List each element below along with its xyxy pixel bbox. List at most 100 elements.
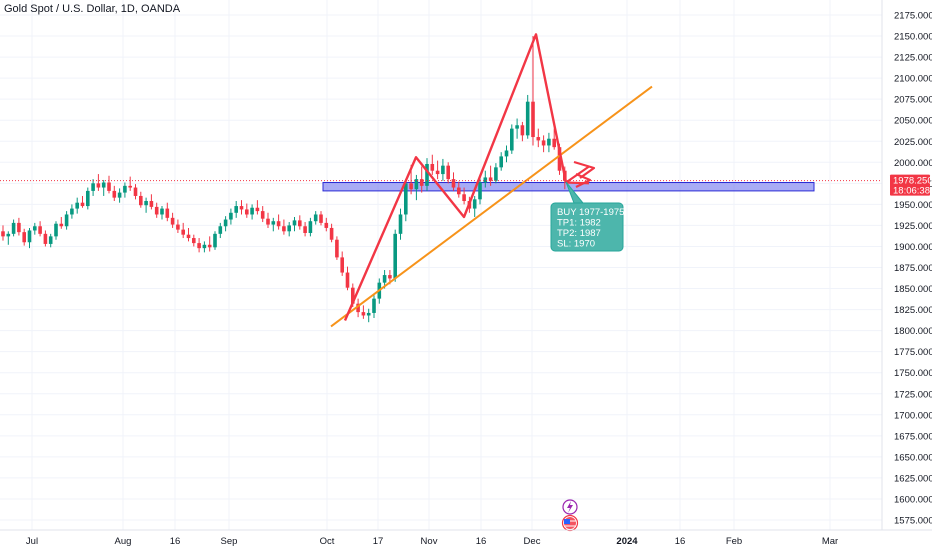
price-axis-label: 2150.000 <box>894 32 932 43</box>
candle <box>393 229 397 282</box>
time-axis-label: Dec <box>524 536 541 547</box>
candle <box>525 94 530 139</box>
price-axis-label: 1675.000 <box>894 431 932 442</box>
price-axis-label: 2125.000 <box>894 53 932 64</box>
candle <box>176 219 180 233</box>
candle <box>255 200 260 215</box>
candle <box>170 212 175 228</box>
candle <box>425 158 429 191</box>
candle <box>446 162 450 184</box>
candle <box>160 206 164 220</box>
candle <box>282 219 286 235</box>
candle <box>223 216 228 232</box>
candle <box>1 225 5 241</box>
candle <box>430 154 435 175</box>
countdown-label: 18:06:38 <box>893 186 930 197</box>
price-axis-label: 2050.000 <box>894 116 932 127</box>
time-axis-label: 16 <box>675 536 686 547</box>
candle <box>531 36 535 146</box>
candle <box>133 184 138 200</box>
price-axis-label: 2100.000 <box>894 74 932 85</box>
time-axis-label: Mar <box>822 536 838 547</box>
candle <box>457 181 461 198</box>
candle <box>128 176 132 191</box>
candle <box>510 124 514 154</box>
callout-line: SL: 1970 <box>557 239 595 250</box>
price-axis-label: 2175.000 <box>894 11 932 22</box>
candle <box>541 135 546 153</box>
price-axis-label: 1800.000 <box>894 326 932 337</box>
candle <box>366 308 371 323</box>
candle <box>488 165 493 186</box>
candle <box>91 179 95 196</box>
price-axis-label: 1600.000 <box>894 494 932 505</box>
last-price-label: 1978.250 <box>893 176 932 187</box>
candle <box>271 217 276 232</box>
time-axis-label: Sep <box>221 536 238 547</box>
candle <box>335 236 339 260</box>
candle <box>451 172 456 191</box>
candle <box>33 222 37 235</box>
candle <box>552 128 556 150</box>
price-axis-label: 1875.000 <box>894 263 932 274</box>
candle <box>435 160 440 180</box>
price-axis-label: 1625.000 <box>894 473 932 484</box>
candle <box>59 217 64 229</box>
projection-arrow[interactable] <box>565 160 596 188</box>
candle <box>70 204 74 219</box>
price-axis-label: 1750.000 <box>894 368 932 379</box>
price-axis-label: 1775.000 <box>894 347 932 358</box>
candle <box>419 166 424 193</box>
candle <box>229 208 233 225</box>
time-axis-label: Oct <box>320 536 335 547</box>
candle <box>186 227 191 242</box>
candle <box>478 177 482 205</box>
candle <box>86 187 90 210</box>
callout-line: BUY 1977-1975 <box>557 207 624 218</box>
us-flag-icon[interactable] <box>561 514 579 532</box>
price-axis-label: 1700.000 <box>894 410 932 421</box>
symbol-title[interactable]: Gold Spot / U.S. Dollar, 1D, OANDA <box>4 3 181 15</box>
candle <box>22 228 26 246</box>
candle <box>96 174 101 191</box>
candle <box>181 222 185 239</box>
candle <box>123 182 127 198</box>
price-axis-label: 2075.000 <box>894 95 932 106</box>
candle <box>372 295 376 318</box>
callout-line: TP2: 1987 <box>557 228 601 239</box>
time-axis-label: Feb <box>726 536 742 547</box>
candle <box>441 158 445 181</box>
time-axis-label: 2024 <box>616 536 638 547</box>
price-axis-label: 1575.000 <box>894 516 932 527</box>
candle <box>504 145 509 163</box>
candle <box>117 188 122 203</box>
candle <box>329 223 334 243</box>
candle <box>80 195 85 208</box>
trendline[interactable] <box>330 85 653 328</box>
candle <box>112 185 117 202</box>
callout-line: TP1: 1982 <box>557 218 601 229</box>
candle <box>27 227 32 249</box>
candle <box>48 233 53 248</box>
zigzag-pattern[interactable] <box>343 33 568 322</box>
candle <box>313 211 318 225</box>
candle <box>6 231 11 245</box>
candle <box>245 203 249 218</box>
time-axis-label: Jul <box>26 536 38 547</box>
price-axis-label: 1950.000 <box>894 200 932 211</box>
candle <box>462 187 466 205</box>
candle <box>75 197 79 214</box>
price-axis-label: 1725.000 <box>894 389 932 400</box>
candle <box>472 195 477 217</box>
candle <box>319 211 323 226</box>
candle <box>398 208 403 240</box>
time-axis-label: 17 <box>373 536 384 547</box>
candle <box>107 175 111 194</box>
candle <box>515 118 519 139</box>
candle <box>139 191 143 208</box>
lightning-icon[interactable] <box>562 499 578 515</box>
